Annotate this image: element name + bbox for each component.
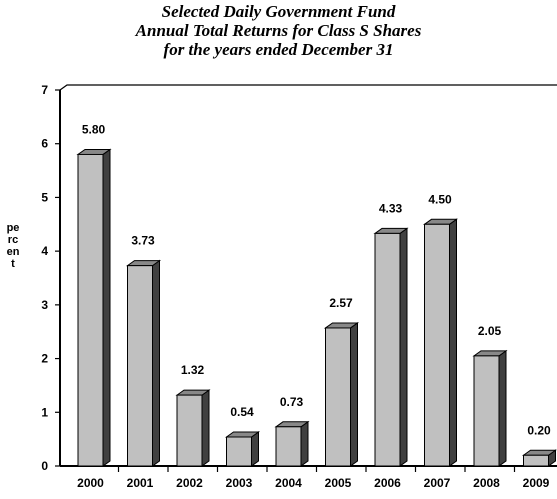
data-label: 0.20 bbox=[527, 423, 551, 437]
data-label: 3.73 bbox=[131, 234, 155, 248]
bar bbox=[424, 223, 450, 467]
x-tick-label: 2000 bbox=[77, 476, 104, 490]
bar-side bbox=[449, 218, 457, 467]
bar bbox=[275, 426, 302, 467]
bar-side bbox=[399, 227, 408, 467]
bar bbox=[473, 355, 500, 467]
bar-side bbox=[152, 259, 160, 467]
bar-side bbox=[300, 420, 309, 467]
data-label: 2.57 bbox=[329, 296, 353, 310]
chart-title-line-3: for the years ended December 31 bbox=[163, 40, 394, 59]
plot-back-top-edge bbox=[59, 84, 557, 91]
bar bbox=[374, 232, 401, 467]
x-tick-label: 2009 bbox=[523, 476, 550, 490]
y-tick-label: 4 bbox=[41, 244, 48, 258]
y-tick-label: 0 bbox=[41, 459, 48, 473]
data-label: 4.33 bbox=[379, 201, 403, 215]
chart-title: Selected Daily Government Fund Annual To… bbox=[0, 2, 557, 59]
chart-title-line-2: Annual Total Returns for Class S Shares bbox=[135, 21, 422, 40]
bar-side bbox=[350, 321, 358, 467]
y-tick-label: 3 bbox=[41, 298, 48, 312]
bar-side bbox=[201, 389, 210, 467]
bar bbox=[226, 436, 252, 467]
x-tick-label: 2006 bbox=[374, 476, 401, 490]
bar bbox=[523, 454, 549, 467]
y-tick-label: 2 bbox=[41, 352, 48, 366]
x-tick-label: 2008 bbox=[473, 476, 500, 490]
x-tick-label: 2002 bbox=[176, 476, 203, 490]
data-label: 4.50 bbox=[428, 192, 452, 206]
data-label: 2.05 bbox=[478, 324, 502, 338]
y-tick-label: 1 bbox=[41, 405, 48, 419]
y-tick-label: 6 bbox=[41, 137, 48, 151]
y-tick-label: 5 bbox=[41, 190, 48, 204]
y-axis-label: percent bbox=[6, 222, 20, 270]
y-tick-label: 7 bbox=[41, 83, 48, 97]
data-label: 0.73 bbox=[280, 395, 304, 409]
bar-side bbox=[251, 431, 259, 467]
bar bbox=[127, 265, 153, 467]
x-tick-label: 2001 bbox=[127, 476, 154, 490]
x-tick-label: 2005 bbox=[325, 476, 352, 490]
data-label: 0.54 bbox=[230, 405, 254, 419]
chart-title-line-1: Selected Daily Government Fund bbox=[161, 2, 396, 21]
bar bbox=[77, 153, 104, 467]
x-tick-label: 2004 bbox=[275, 476, 302, 490]
data-label: 1.32 bbox=[181, 363, 205, 377]
x-tick-label: 2003 bbox=[226, 476, 253, 490]
bar bbox=[325, 327, 351, 467]
bar bbox=[176, 394, 203, 467]
x-tick-label: 2007 bbox=[424, 476, 451, 490]
bar-side bbox=[102, 148, 111, 467]
data-label: 5.80 bbox=[82, 122, 106, 136]
bar-side bbox=[498, 349, 507, 467]
